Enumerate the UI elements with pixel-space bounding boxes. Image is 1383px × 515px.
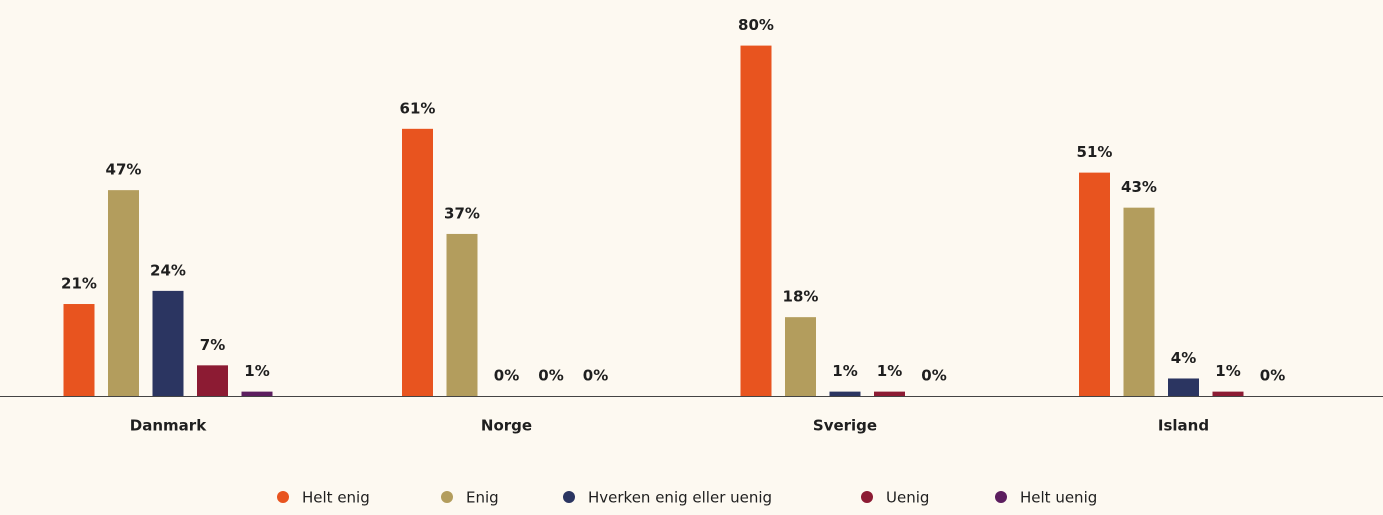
bar [1168,378,1199,396]
value-label: 61% [400,99,436,117]
value-label: 37% [444,204,480,222]
legend-label: Enig [466,489,499,507]
value-label: 1% [244,362,269,380]
value-label: 43% [1121,178,1157,196]
bar [874,391,905,396]
bar [446,233,478,396]
legend-label: Uenig [886,489,929,507]
legend-marker [563,491,575,503]
bar [829,391,861,396]
value-label: 1% [877,362,902,380]
category-label: Danmark [130,417,207,435]
bar [402,128,433,396]
bar [1079,172,1110,396]
value-label: 0% [494,367,519,385]
legend-label: Hverken enig eller uenig [588,489,772,507]
bar [740,45,772,396]
value-label: 1% [832,362,857,380]
value-label: 0% [921,367,946,385]
bar [108,190,139,396]
value-label: 0% [1260,367,1285,385]
value-label: 18% [783,288,819,306]
legend-marker [277,491,289,503]
value-label: 51% [1077,143,1113,161]
bar [1212,391,1244,396]
value-label: 24% [150,261,186,279]
bar [197,365,228,396]
value-label: 47% [106,161,142,179]
value-label: 0% [583,367,608,385]
category-label: Sverige [813,417,877,435]
category-label: Norge [481,417,532,435]
bar [241,391,273,396]
legend-marker [995,491,1007,503]
legend-marker [861,491,873,503]
value-label: 0% [538,367,563,385]
legend-marker [441,491,453,503]
legend-label: Helt uenig [1020,489,1097,507]
category-label: Island [1158,417,1209,435]
value-label: 80% [738,16,774,34]
legend-label: Helt enig [302,489,370,507]
value-label: 7% [200,336,225,354]
bar [785,317,816,396]
value-label: 4% [1171,349,1196,367]
bar [63,304,95,396]
value-label: 21% [61,275,97,293]
bar [152,290,184,396]
bar [1123,207,1155,396]
value-label: 1% [1215,362,1240,380]
